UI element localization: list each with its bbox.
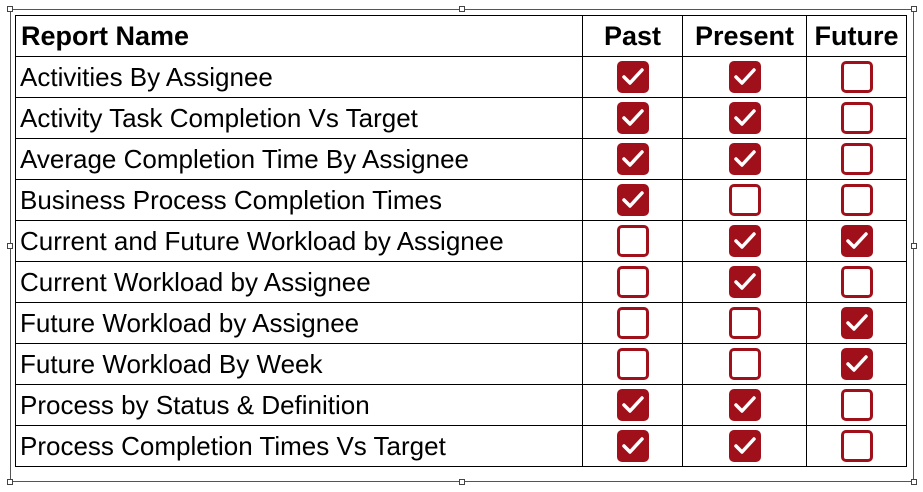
table-row: Activities By Assignee xyxy=(15,56,907,98)
checkbox-empty-icon[interactable] xyxy=(616,307,649,339)
table-row: Future Workload by Assignee xyxy=(15,302,907,344)
checkbox-checked-icon[interactable] xyxy=(728,61,761,93)
resize-handle-middle-left[interactable] xyxy=(7,243,13,249)
future-cell xyxy=(806,343,907,385)
header-future: Future xyxy=(806,15,907,57)
report-name-cell: Process Completion Times Vs Target xyxy=(15,425,583,467)
checkbox-checked-icon[interactable] xyxy=(616,430,649,462)
table-row: Process by Status & Definition xyxy=(15,384,907,426)
checkbox-empty-icon[interactable] xyxy=(840,184,873,216)
future-cell xyxy=(806,179,907,221)
checkbox-checked-icon[interactable] xyxy=(840,348,873,380)
checkbox-empty-icon[interactable] xyxy=(840,389,873,421)
present-cell xyxy=(682,179,807,221)
present-cell xyxy=(682,220,807,262)
resize-handle-top-left[interactable] xyxy=(7,6,13,12)
present-cell xyxy=(682,302,807,344)
table-row: Current Workload by Assignee xyxy=(15,261,907,303)
checkbox-checked-icon[interactable] xyxy=(728,389,761,421)
checkbox-checked-icon[interactable] xyxy=(616,143,649,175)
table-row: Business Process Completion Times xyxy=(15,179,907,221)
past-cell xyxy=(582,261,683,303)
checkbox-empty-icon[interactable] xyxy=(616,348,649,380)
past-cell xyxy=(582,343,683,385)
checkbox-empty-icon[interactable] xyxy=(616,225,649,257)
checkbox-empty-icon[interactable] xyxy=(840,266,873,298)
checkbox-empty-icon[interactable] xyxy=(840,61,873,93)
past-cell xyxy=(582,97,683,139)
present-cell xyxy=(682,138,807,180)
report-name-cell: Activities By Assignee xyxy=(15,56,583,98)
resize-handle-top-right[interactable] xyxy=(911,6,917,12)
resize-handle-middle-right[interactable] xyxy=(911,243,917,249)
past-cell xyxy=(582,302,683,344)
present-cell xyxy=(682,384,807,426)
present-cell xyxy=(682,343,807,385)
header-row: Report Name Past Present Future xyxy=(15,15,907,57)
present-cell xyxy=(682,56,807,98)
checkbox-empty-icon[interactable] xyxy=(616,266,649,298)
checkbox-checked-icon[interactable] xyxy=(616,184,649,216)
report-name-cell: Current and Future Workload by Assignee xyxy=(15,220,583,262)
past-cell xyxy=(582,425,683,467)
header-present: Present xyxy=(682,15,807,57)
checkbox-checked-icon[interactable] xyxy=(728,102,761,134)
report-name-cell: Future Workload by Assignee xyxy=(15,302,583,344)
report-name-cell: Average Completion Time By Assignee xyxy=(15,138,583,180)
resize-handle-bottom-left[interactable] xyxy=(7,479,13,485)
future-cell xyxy=(806,138,907,180)
past-cell xyxy=(582,179,683,221)
past-cell xyxy=(582,56,683,98)
checkbox-empty-icon[interactable] xyxy=(728,307,761,339)
table-row: Current and Future Workload by Assignee xyxy=(15,220,907,262)
present-cell xyxy=(682,425,807,467)
checkbox-checked-icon[interactable] xyxy=(728,430,761,462)
checkbox-empty-icon[interactable] xyxy=(840,143,873,175)
report-name-cell: Future Workload By Week xyxy=(15,343,583,385)
resize-handle-bottom-center[interactable] xyxy=(459,479,465,485)
table-row: Average Completion Time By Assignee xyxy=(15,138,907,180)
table-row: Process Completion Times Vs Target xyxy=(15,425,907,467)
resize-handle-bottom-right[interactable] xyxy=(911,479,917,485)
checkbox-checked-icon[interactable] xyxy=(840,307,873,339)
checkbox-empty-icon[interactable] xyxy=(728,348,761,380)
checkbox-checked-icon[interactable] xyxy=(616,61,649,93)
report-table: Report Name Past Present Future Activiti… xyxy=(15,15,907,467)
table-row: Future Workload By Week xyxy=(15,343,907,385)
checkbox-checked-icon[interactable] xyxy=(616,389,649,421)
past-cell xyxy=(582,220,683,262)
header-report-name: Report Name xyxy=(15,15,583,57)
checkbox-empty-icon[interactable] xyxy=(840,430,873,462)
future-cell xyxy=(806,220,907,262)
checkbox-checked-icon[interactable] xyxy=(840,225,873,257)
past-cell xyxy=(582,138,683,180)
future-cell xyxy=(806,97,907,139)
report-name-cell: Activity Task Completion Vs Target xyxy=(15,97,583,139)
checkbox-checked-icon[interactable] xyxy=(728,266,761,298)
report-name-cell: Process by Status & Definition xyxy=(15,384,583,426)
future-cell xyxy=(806,56,907,98)
checkbox-checked-icon[interactable] xyxy=(728,143,761,175)
future-cell xyxy=(806,384,907,426)
report-name-cell: Current Workload by Assignee xyxy=(15,261,583,303)
checkbox-empty-icon[interactable] xyxy=(840,102,873,134)
present-cell xyxy=(682,261,807,303)
checkbox-checked-icon[interactable] xyxy=(616,102,649,134)
table-row: Activity Task Completion Vs Target xyxy=(15,97,907,139)
resize-handle-top-center[interactable] xyxy=(459,6,465,12)
checkbox-checked-icon[interactable] xyxy=(728,225,761,257)
checkbox-empty-icon[interactable] xyxy=(728,184,761,216)
past-cell xyxy=(582,384,683,426)
future-cell xyxy=(806,302,907,344)
future-cell xyxy=(806,425,907,467)
header-past: Past xyxy=(582,15,683,57)
present-cell xyxy=(682,97,807,139)
report-name-cell: Business Process Completion Times xyxy=(15,179,583,221)
future-cell xyxy=(806,261,907,303)
